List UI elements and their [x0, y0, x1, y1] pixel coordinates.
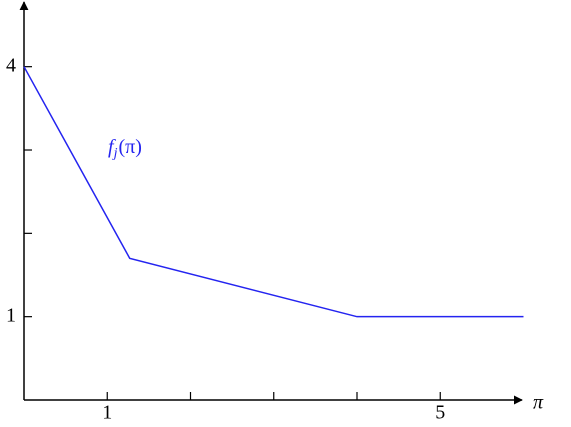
x-tick-label: 1 [102, 402, 112, 424]
y-tick-label: 1 [6, 304, 16, 326]
line [23, 66, 524, 318]
x-axis-label: π [533, 392, 544, 414]
x-tick-label: 5 [435, 402, 445, 424]
annotation-rest: (π) [118, 136, 141, 158]
annotation-sub: j [112, 146, 118, 161]
annotation-base: f [108, 136, 116, 158]
y-tick-label: 4 [6, 54, 16, 76]
annotation: fj(π) [108, 136, 142, 162]
